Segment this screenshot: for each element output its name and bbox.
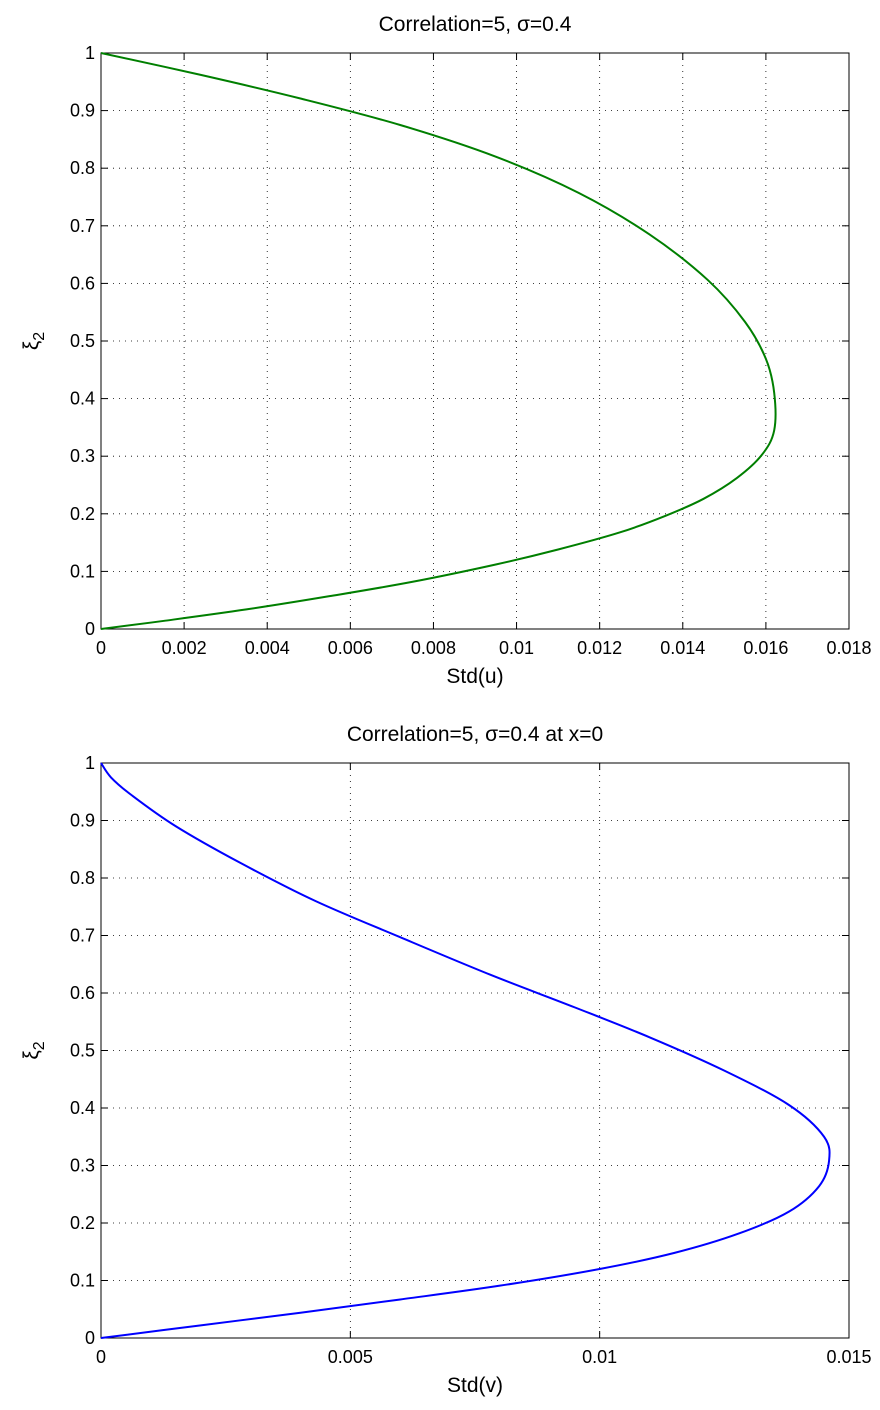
top-ytick-label-3: 0.3 bbox=[70, 446, 95, 466]
bottom-ytick-label-8: 0.8 bbox=[70, 868, 95, 888]
top-xtick-label-8: 0.016 bbox=[743, 638, 788, 658]
bottom-y-axis-label-sub: 2 bbox=[31, 1041, 48, 1050]
top-ytick-label-8: 0.8 bbox=[70, 158, 95, 178]
top-y-axis-label-sub: 2 bbox=[31, 332, 48, 341]
bottom-xtick-label-2: 0.01 bbox=[582, 1347, 617, 1367]
bottom-ytick-label-5: 0.5 bbox=[70, 1041, 95, 1061]
top-ytick-label-1: 0.1 bbox=[70, 561, 95, 581]
bottom-ytick-label-7: 0.7 bbox=[70, 926, 95, 946]
bottom-ytick-label-6: 0.6 bbox=[70, 983, 95, 1003]
bottom-ytick-label-0: 0 bbox=[85, 1328, 95, 1348]
top-chart-title: Correlation=5, σ=0.4 bbox=[379, 13, 572, 36]
top-y-axis-label-main: ξ bbox=[20, 341, 43, 350]
bottom-ytick-label-4: 0.4 bbox=[70, 1098, 95, 1118]
top-xtick-label-4: 0.008 bbox=[411, 638, 456, 658]
top-ytick-label-0: 0 bbox=[85, 619, 95, 639]
top-ytick-label-9: 0.9 bbox=[70, 101, 95, 121]
bottom-y-axis-label-main: ξ bbox=[20, 1050, 43, 1059]
top-xtick-label-7: 0.014 bbox=[660, 638, 705, 658]
bottom-ytick-label-1: 0.1 bbox=[70, 1271, 95, 1291]
bottom-ytick-label-10: 1 bbox=[85, 753, 95, 773]
top-plot-frame bbox=[100, 52, 850, 630]
top-xtick-label-2: 0.004 bbox=[245, 638, 290, 658]
top-ytick-label-10: 1 bbox=[85, 43, 95, 63]
bottom-chart-title: Correlation=5, σ=0.4 at x=0 bbox=[347, 723, 603, 746]
top-y-axis-label: ξ2 bbox=[20, 332, 48, 350]
top-series-line-0 bbox=[100, 52, 777, 630]
bottom-x-axis-label: Std(v) bbox=[447, 1374, 503, 1397]
top-xtick-label-9: 0.018 bbox=[826, 638, 871, 658]
chart-top: 0 0.002 0.004 0.006 0.008 0.01 0.012 0.014 0.016… bbox=[20, 13, 872, 688]
bottom-ytick-label-3: 0.3 bbox=[70, 1156, 95, 1176]
top-xtick-label-5: 0.01 bbox=[499, 638, 534, 658]
bottom-ytick-label-2: 0.2 bbox=[70, 1213, 95, 1233]
top-xtick-label-1: 0.002 bbox=[162, 638, 207, 658]
top-x-axis-label: Std(u) bbox=[446, 665, 503, 688]
bottom-series-line-0 bbox=[100, 762, 831, 1339]
bottom-xtick-label-0: 0 bbox=[96, 1347, 106, 1367]
bottom-xtick-label-1: 0.005 bbox=[328, 1347, 373, 1367]
top-xtick-label-3: 0.006 bbox=[328, 638, 373, 658]
top-ytick-label-6: 0.6 bbox=[70, 273, 95, 293]
bottom-y-axis-label: ξ2 bbox=[20, 1041, 48, 1059]
top-ytick-label-4: 0.4 bbox=[70, 389, 95, 409]
bottom-plot-frame bbox=[100, 762, 850, 1339]
chart-bottom: 0 0.005 0.01 0.015 0 0.1 0.2 0.3 0.4 0.5 0.6 0.7 0.8… bbox=[20, 723, 872, 1397]
top-ytick-label-5: 0.5 bbox=[70, 331, 95, 351]
top-ytick-label-2: 0.2 bbox=[70, 504, 95, 524]
bottom-xtick-label-3: 0.015 bbox=[826, 1347, 871, 1367]
top-xtick-label-0: 0 bbox=[96, 638, 106, 658]
bottom-ytick-label-9: 0.9 bbox=[70, 811, 95, 831]
top-xtick-label-6: 0.012 bbox=[577, 638, 622, 658]
top-ytick-label-7: 0.7 bbox=[70, 216, 95, 236]
